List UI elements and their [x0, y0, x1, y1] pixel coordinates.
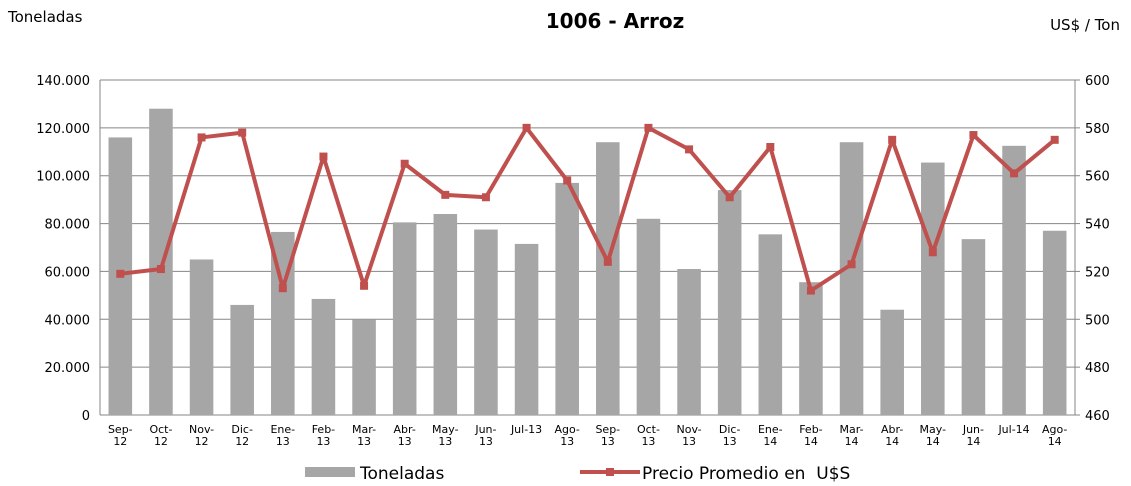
price-marker [441, 190, 450, 199]
x-tick-label: Dic-13 [719, 423, 741, 448]
x-tick-label: Dic-12 [231, 423, 253, 448]
price-marker [685, 145, 694, 154]
bar [271, 231, 295, 415]
bar [433, 214, 458, 415]
bar [961, 239, 986, 415]
x-tick-label: May-14 [920, 423, 947, 448]
y-axis-label: Toneladas [7, 8, 83, 26]
bar [311, 298, 336, 415]
price-marker [603, 257, 612, 266]
bar [636, 218, 661, 415]
price-marker [319, 152, 328, 161]
x-tick-label: Abr-13 [394, 423, 416, 448]
y-tick-label: 20.000 [45, 361, 91, 376]
legend-label: Precio Promedio en U$S [642, 464, 850, 484]
price-marker [563, 176, 572, 185]
price-marker [197, 133, 206, 142]
bar [514, 243, 539, 415]
y2-tick-label: 480 [1085, 361, 1110, 376]
y-tick-label: 120.000 [36, 122, 90, 137]
legend-label: Toneladas [359, 464, 444, 484]
price-marker [1010, 169, 1019, 178]
price-line [120, 125, 1056, 293]
bar [839, 142, 864, 415]
price-marker [116, 269, 125, 278]
bar [921, 162, 945, 415]
bar [758, 234, 783, 415]
bar [799, 282, 823, 415]
y-tick-label: 60.000 [45, 265, 91, 280]
x-tick-label: Oct-13 [637, 423, 660, 448]
x-tick-label: Feb-13 [312, 423, 335, 448]
y-tick-label: 40.000 [45, 313, 91, 328]
x-tick-label: Jul-13 [510, 423, 542, 436]
bar [189, 259, 214, 415]
bar [392, 222, 417, 415]
legend-swatch [606, 468, 614, 476]
price-marker [278, 284, 287, 293]
x-tick-label: Jul-14 [997, 423, 1029, 436]
y-tick-label: 140.000 [36, 74, 90, 89]
x-tick-label: Ago-13 [554, 423, 579, 448]
price-marker [806, 286, 815, 295]
y-tick-label: 80.000 [45, 218, 91, 233]
x-tick-label: Nov-12 [189, 423, 214, 448]
y2-tick-label: 500 [1085, 313, 1110, 328]
bar [880, 309, 904, 415]
x-tick-label: Ene-14 [758, 423, 783, 448]
price-marker [766, 143, 775, 151]
price-marker [928, 248, 937, 257]
y2-tick-label: 520 [1085, 265, 1110, 280]
x-tick-label: Ene-13 [270, 423, 295, 448]
bar [717, 190, 742, 415]
x-tick-label: May-13 [432, 423, 459, 448]
chart-title: 1006 - Arroz [546, 9, 684, 33]
price-marker [644, 123, 653, 132]
y2-tick-label: 540 [1085, 218, 1110, 233]
price-marker [847, 260, 856, 269]
price-marker [522, 123, 531, 132]
price-marker [969, 131, 978, 140]
bar [230, 304, 254, 415]
price-marker [238, 128, 247, 137]
price-marker [156, 265, 165, 274]
y2-tick-label: 560 [1085, 170, 1110, 185]
y2-axis-label: US$ / Ton [1050, 16, 1120, 34]
bar [555, 182, 579, 415]
price-marker [725, 193, 734, 202]
x-tick-label: Jun-13 [474, 423, 496, 448]
x-tick-label: Sep-13 [595, 423, 620, 448]
x-tick-label: Mar-14 [840, 423, 864, 448]
x-tick-label: Ago-14 [1042, 423, 1067, 448]
price-marker [400, 159, 409, 168]
x-tick-label: Abr-14 [881, 423, 903, 448]
bar [596, 142, 620, 415]
price-marker [481, 193, 490, 202]
x-tick-label: Nov-13 [676, 423, 701, 448]
bar [352, 319, 376, 415]
x-tick-label: Mar-13 [352, 423, 376, 448]
x-tick-label: Oct-12 [149, 423, 172, 448]
x-tick-label: Feb-14 [799, 423, 822, 448]
y2-tick-label: 460 [1085, 409, 1110, 424]
y-tick-label: 0 [82, 409, 90, 424]
price-marker [1050, 135, 1059, 144]
legend-swatch [305, 467, 355, 477]
y2-tick-label: 600 [1085, 74, 1110, 89]
x-tick-label: Sep-12 [108, 423, 133, 448]
y2-tick-label: 580 [1085, 122, 1110, 137]
bar [474, 229, 498, 415]
bar [677, 269, 701, 415]
price-marker [360, 281, 369, 290]
y-tick-label: 100.000 [36, 170, 90, 185]
bar [149, 108, 173, 415]
price-marker [888, 135, 897, 144]
bar [1042, 230, 1067, 415]
bar [1002, 145, 1026, 415]
x-tick-label: Jun-14 [962, 423, 984, 448]
